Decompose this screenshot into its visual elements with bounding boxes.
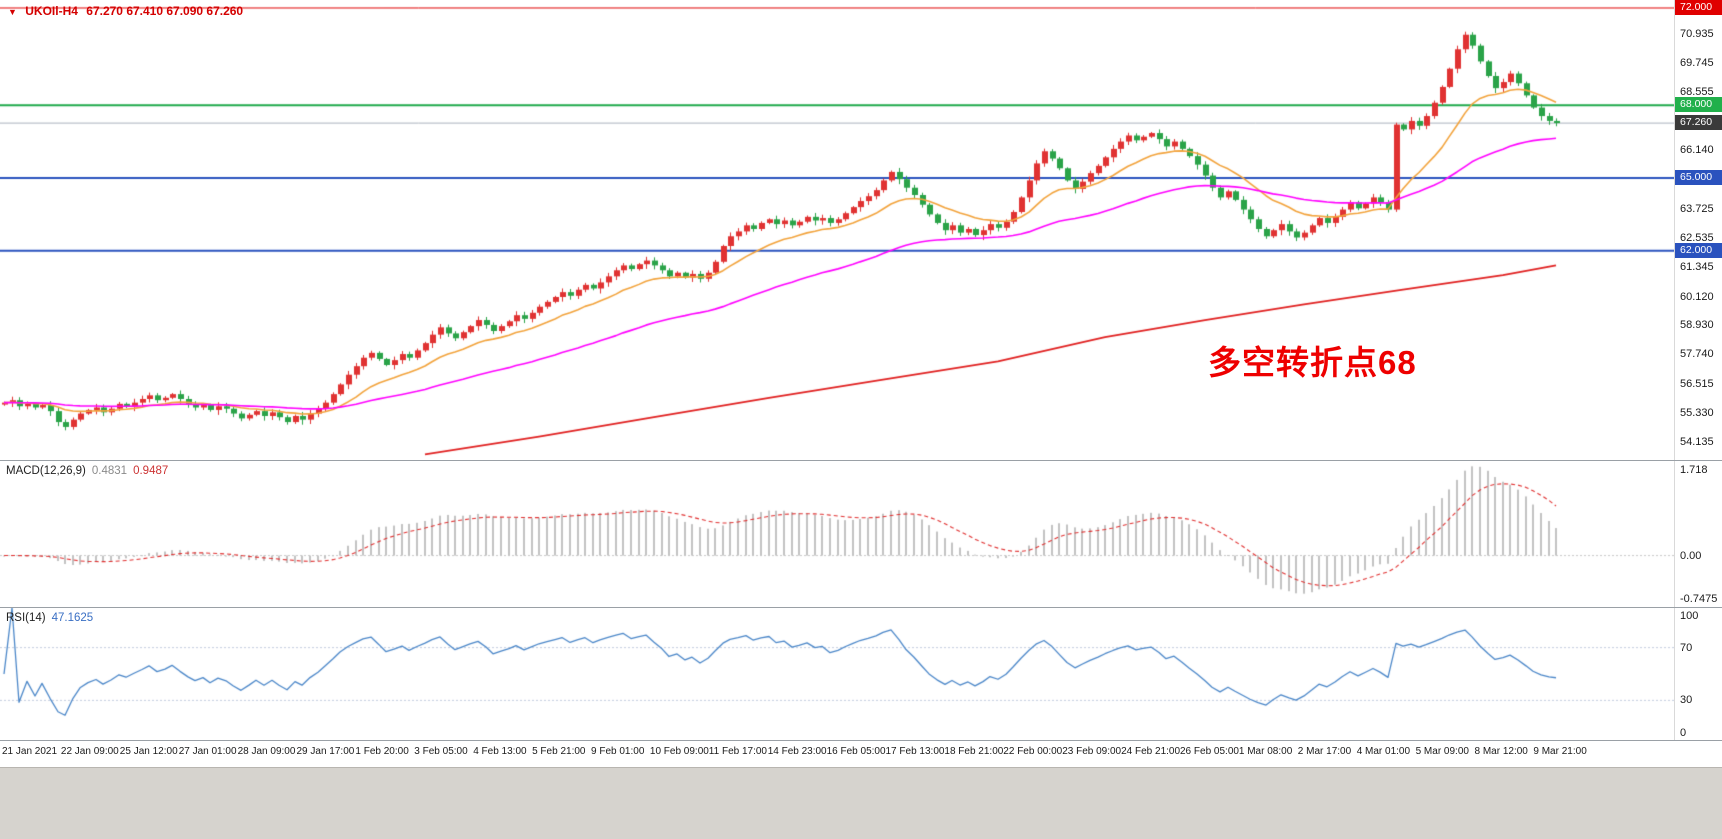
x-axis-date-label: 22 Jan 09:00 (60, 746, 119, 757)
price-line-badge: 68.000 (1675, 97, 1722, 113)
price-line-badge: 72.000 (1675, 0, 1722, 15)
x-axis-date-label: 11 Feb 17:00 (708, 746, 767, 757)
x-axis-date-label: 29 Jan 17:00 (296, 746, 355, 757)
macd-axis-tick: 1.718 (1680, 464, 1708, 476)
x-axis-date-label: 18 Feb 21:00 (944, 746, 1004, 757)
chart-ohlc-values: 67.270 67.410 67.090 67.260 (86, 4, 244, 18)
macd-name: MACD(12,26,9) (6, 465, 86, 477)
x-axis-date-label: 8 Mar 12:00 (1474, 746, 1528, 757)
x-axis: 21 Jan 2021 22 Jan 09:00 25 Jan 12:00 27 Ja… (0, 741, 1722, 767)
y-axis-tick: 57.740 (1680, 348, 1714, 361)
rsi-axis: 100 70 30 0 (1674, 608, 1722, 740)
y-axis-tick: 58.930 (1680, 319, 1714, 332)
rsi-panel: RSI(14) 47.1625 100 70 30 0 (0, 608, 1722, 741)
rsi-axis-tick: 0 (1680, 727, 1687, 739)
x-axis-date-label: 25 Jan 12:00 (119, 746, 178, 757)
x-axis-date-label: 9 Feb 01:00 (591, 746, 645, 757)
y-axis-tick: 69.745 (1680, 56, 1714, 69)
macd-panel: MACD(12,26,9) 0.4831 0.9487 1.718 0.00 -0.74… (0, 461, 1722, 608)
macd-value-signal: 0.9487 (133, 465, 169, 477)
x-axis-date-label: 9 Mar 21:00 (1533, 746, 1587, 757)
price-line-badge: 65.000 (1675, 169, 1722, 185)
x-axis-date-label: 3 Feb 05:00 (414, 746, 468, 757)
x-axis-date-label: 2 Mar 17:00 (1297, 746, 1352, 757)
x-axis-date-label: 21 Jan 2021 (2, 746, 58, 757)
price-axis: 70.935 69.745 68.555 66.140 63.725 62.535 61.3… (1674, 0, 1722, 460)
x-axis-date-label: 14 Feb 23:00 (767, 746, 827, 757)
y-axis-tick: 61.345 (1680, 260, 1714, 273)
x-axis-date-label: 5 Feb 21:00 (532, 746, 586, 757)
y-axis-tick: 60.120 (1680, 290, 1714, 303)
x-axis-date-label: 23 Feb 09:00 (1062, 746, 1122, 757)
x-axis-date-label: 5 Mar 09:00 (1415, 746, 1469, 757)
x-axis-date-label: 1 Mar 08:00 (1238, 746, 1293, 757)
macd-value-main: 0.4831 (91, 465, 128, 477)
price-line-badge: 62.000 (1675, 242, 1722, 258)
rsi-axis-tick: 30 (1680, 694, 1693, 707)
rsi-value: 47.1625 (51, 612, 94, 624)
y-axis-tick: 63.725 (1680, 202, 1714, 215)
window-bottom-area (0, 767, 1722, 839)
y-axis-tick: 54.135 (1680, 435, 1714, 448)
macd-axis-tick: -0.7475 (1680, 593, 1718, 605)
y-axis-tick: 66.140 (1680, 144, 1714, 157)
x-axis-date-label: 27 Jan 01:00 (178, 746, 237, 757)
symbol-marker-icon: ▼ (8, 7, 17, 17)
chart-symbol: UKOIl-H4 (25, 4, 78, 18)
y-axis-tick: 55.330 (1680, 406, 1714, 419)
x-axis-date-label: 22 Feb 00:00 (1003, 746, 1063, 757)
y-axis-tick: 56.515 (1680, 378, 1714, 391)
x-axis-date-label: 1 Feb 20:00 (355, 746, 409, 757)
price-panel: ▼ UKOIl-H4 67.270 67.410 67.090 67.260 多… (0, 0, 1722, 461)
rsi-canvas[interactable] (0, 608, 1674, 740)
y-axis-tick: 68.555 (1680, 85, 1714, 98)
x-axis-date-label: 26 Feb 05:00 (1180, 746, 1239, 757)
rsi-axis-tick: 70 (1680, 641, 1693, 654)
rsi-axis-tick: 100 (1680, 610, 1699, 622)
x-axis-date-label: 4 Feb 13:00 (473, 746, 527, 757)
x-axis-date-label: 24 Feb 21:00 (1121, 746, 1181, 757)
x-axis-date-label: 16 Feb 05:00 (826, 746, 886, 757)
rsi-name: RSI(14) (6, 612, 46, 624)
x-axis-date-label: 10 Feb 09:00 (649, 746, 709, 757)
x-axis-date-label: 17 Feb 13:00 (885, 746, 945, 757)
x-axis-date-label: 28 Jan 09:00 (237, 746, 296, 757)
macd-label: MACD(12,26,9) 0.4831 0.9487 (6, 465, 174, 477)
price-chart-canvas[interactable] (0, 0, 1674, 460)
y-axis-tick: 70.935 (1680, 27, 1714, 40)
chart-title: ▼ UKOIl-H4 67.270 67.410 67.090 67.260 (8, 4, 248, 18)
macd-axis-tick: 0.00 (1680, 549, 1702, 562)
x-axis-date-label: 4 Mar 01:00 (1356, 746, 1411, 757)
y-axis-tick: 62.535 (1680, 231, 1714, 244)
chart-annotation-text: 多空转折点68 (1208, 344, 1417, 381)
macd-canvas[interactable] (0, 461, 1674, 607)
rsi-label: RSI(14) 47.1625 (6, 612, 99, 624)
price-line-badge: 67.260 (1675, 115, 1722, 131)
macd-axis: 1.718 0.00 -0.7475 (1674, 461, 1722, 607)
